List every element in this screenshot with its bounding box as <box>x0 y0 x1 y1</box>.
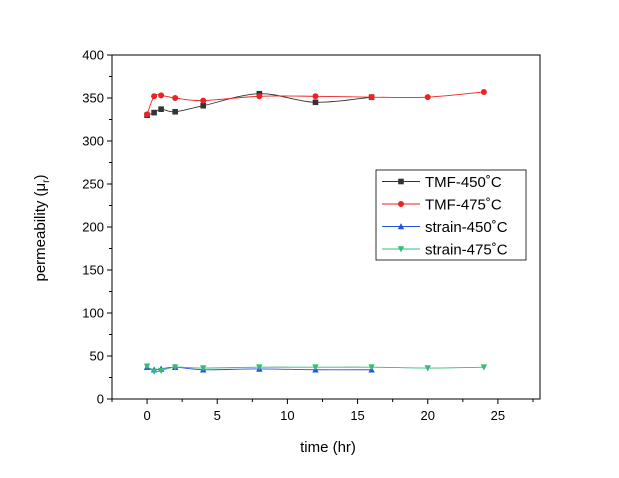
legend-box <box>375 169 527 261</box>
data-point <box>256 93 263 100</box>
data-point <box>200 365 207 372</box>
legend: TMF-450˚C TMF-475˚C strain-450˚C strain-475… <box>375 169 527 261</box>
legend-entry: TMF-475˚C <box>382 197 502 214</box>
legend-entry: TMF-450˚C <box>382 174 502 191</box>
data-point <box>157 367 165 375</box>
legend-label: strain-475˚C <box>425 242 508 259</box>
legend-marker <box>397 246 405 253</box>
x-axis-title: time (hr) <box>300 439 356 456</box>
legend-marker <box>397 223 405 230</box>
legend-marker <box>398 201 404 207</box>
legend-entry: strain-475˚C <box>382 242 508 259</box>
data-point <box>151 93 158 100</box>
series-2 <box>144 88 487 118</box>
data-point <box>256 364 263 371</box>
data-point <box>312 364 319 371</box>
series-layer <box>143 88 488 375</box>
y-tick-label: 50 <box>90 349 104 364</box>
y-tick-label: 0 <box>97 392 104 407</box>
data-point <box>150 368 158 375</box>
data-point <box>368 94 375 101</box>
y-tick-label: 250 <box>82 177 104 192</box>
data-point <box>172 108 178 115</box>
data-point <box>312 99 319 106</box>
data-point <box>144 111 151 118</box>
data-point <box>143 363 151 370</box>
legend-entry: strain-450˚C <box>382 219 508 236</box>
data-point <box>151 109 157 116</box>
y-axis-title-subscript: r <box>41 179 52 183</box>
y-tick-label: 150 <box>82 263 104 278</box>
data-point <box>172 95 179 101</box>
series-4 <box>143 363 488 375</box>
y-tick-label: 300 <box>82 134 104 149</box>
data-point <box>424 94 431 101</box>
y-axis-title-main: permeability (μ <box>32 183 49 282</box>
data-point <box>368 364 375 371</box>
legend-label: TMF-450˚C <box>425 174 502 191</box>
y-axis-title-close: ) <box>32 174 49 179</box>
y-tick-label: 400 <box>82 48 104 63</box>
data-point <box>158 106 164 112</box>
y-tick-label: 200 <box>82 220 104 235</box>
x-tick-label: 10 <box>280 408 294 423</box>
y-axis-title: permeability (μr) <box>32 174 52 281</box>
series-line <box>146 91 484 115</box>
data-point <box>200 97 207 104</box>
data-point <box>424 365 431 372</box>
y-tick-label: 350 <box>82 91 104 106</box>
data-point <box>312 93 319 100</box>
x-tick-label: 15 <box>350 408 364 423</box>
x-tick-label: 25 <box>491 408 505 423</box>
legend-marker <box>398 178 404 185</box>
y-tick-label: 100 <box>82 306 104 321</box>
data-point <box>480 364 488 371</box>
legend-label: TMF-475˚C <box>425 197 502 214</box>
data-point <box>480 88 487 95</box>
data-point <box>200 102 207 109</box>
data-point <box>158 92 165 99</box>
x-tick-label: 0 <box>143 408 150 423</box>
data-point <box>171 364 179 371</box>
x-tick-label: 5 <box>214 408 221 423</box>
legend-label: strain-450˚C <box>425 219 508 236</box>
series-line <box>146 365 484 373</box>
x-tick-label: 20 <box>421 408 435 423</box>
